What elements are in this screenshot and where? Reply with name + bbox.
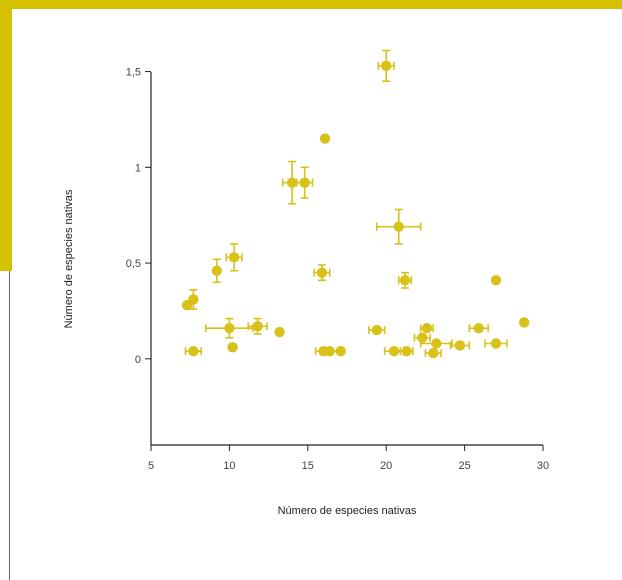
x-axis-title: Número de especies nativas bbox=[278, 505, 417, 517]
x-tick-label: 10 bbox=[223, 460, 235, 472]
x-tick-label: 30 bbox=[537, 460, 549, 472]
data-point bbox=[324, 345, 335, 357]
data-point bbox=[188, 294, 199, 305]
data-point-group bbox=[484, 338, 508, 349]
data-point bbox=[381, 60, 392, 72]
data-point-group bbox=[375, 208, 422, 245]
data-point bbox=[473, 322, 484, 334]
data-point-group bbox=[419, 338, 453, 349]
data-point-group bbox=[419, 322, 435, 334]
data-point-group bbox=[319, 133, 331, 144]
y-axis: 0 0,5 1 1,5 Número de especies nativas bbox=[63, 67, 152, 445]
data-point bbox=[393, 221, 404, 232]
data-point-group bbox=[184, 345, 202, 357]
data-point bbox=[316, 267, 328, 278]
data-point bbox=[188, 345, 199, 357]
data-point bbox=[421, 322, 433, 334]
data-point bbox=[286, 177, 298, 188]
y-tick-label: 1,5 bbox=[126, 67, 141, 79]
data-point-group bbox=[368, 324, 386, 336]
data-point bbox=[335, 345, 346, 357]
data-point bbox=[518, 317, 530, 328]
data-point-group bbox=[296, 166, 314, 199]
data-points bbox=[181, 49, 530, 359]
data-point bbox=[274, 326, 285, 338]
x-axis: 5 10 15 20 25 30 Número de especies nativas bbox=[148, 444, 549, 517]
y-axis-title: Número de especies nativas bbox=[63, 189, 75, 328]
data-point bbox=[417, 332, 428, 343]
x-ticks: 5 10 15 20 25 30 bbox=[148, 445, 549, 472]
data-point-group bbox=[247, 317, 268, 335]
data-point bbox=[399, 275, 411, 286]
x-tick-label: 5 bbox=[148, 460, 154, 472]
y-tick-label: 0,5 bbox=[126, 258, 141, 270]
data-point-group bbox=[377, 49, 395, 82]
data-point-group bbox=[449, 340, 471, 351]
data-point bbox=[224, 322, 235, 334]
data-point bbox=[490, 275, 502, 286]
data-point bbox=[299, 177, 310, 188]
data-point-group bbox=[424, 347, 442, 359]
x-tick-label: 15 bbox=[302, 460, 314, 472]
side-divider-line bbox=[9, 271, 10, 580]
data-point-group bbox=[225, 243, 243, 272]
data-point-group bbox=[490, 275, 502, 286]
data-point-group bbox=[274, 326, 285, 338]
x-tick-label: 25 bbox=[458, 460, 470, 472]
data-point-group bbox=[227, 342, 238, 353]
data-point bbox=[431, 338, 442, 349]
data-point-group bbox=[335, 345, 346, 357]
data-point bbox=[211, 265, 223, 276]
top-accent-rule bbox=[0, 0, 622, 9]
data-point bbox=[227, 342, 238, 353]
x-tick-label: 20 bbox=[380, 460, 392, 472]
data-point bbox=[401, 345, 412, 357]
data-point-group bbox=[205, 317, 254, 339]
data-point bbox=[428, 347, 439, 359]
y-tick-label: 0 bbox=[135, 354, 141, 366]
data-point bbox=[252, 321, 263, 332]
data-point bbox=[319, 133, 331, 144]
side-accent-bar bbox=[0, 9, 12, 271]
data-point-group bbox=[397, 271, 413, 289]
data-point bbox=[371, 324, 382, 336]
data-point-group bbox=[188, 289, 199, 310]
data-point-group bbox=[518, 317, 530, 328]
y-ticks: 0 0,5 1 1,5 bbox=[126, 67, 151, 366]
y-tick-label: 1 bbox=[135, 162, 141, 174]
data-point bbox=[228, 252, 240, 263]
data-point-group bbox=[413, 332, 431, 343]
data-point-group bbox=[399, 345, 414, 357]
data-point bbox=[454, 340, 466, 351]
data-point-group bbox=[313, 264, 331, 282]
data-point bbox=[490, 338, 502, 349]
data-point bbox=[388, 345, 400, 357]
data-point-group bbox=[211, 258, 223, 284]
data-point-group bbox=[468, 322, 489, 334]
